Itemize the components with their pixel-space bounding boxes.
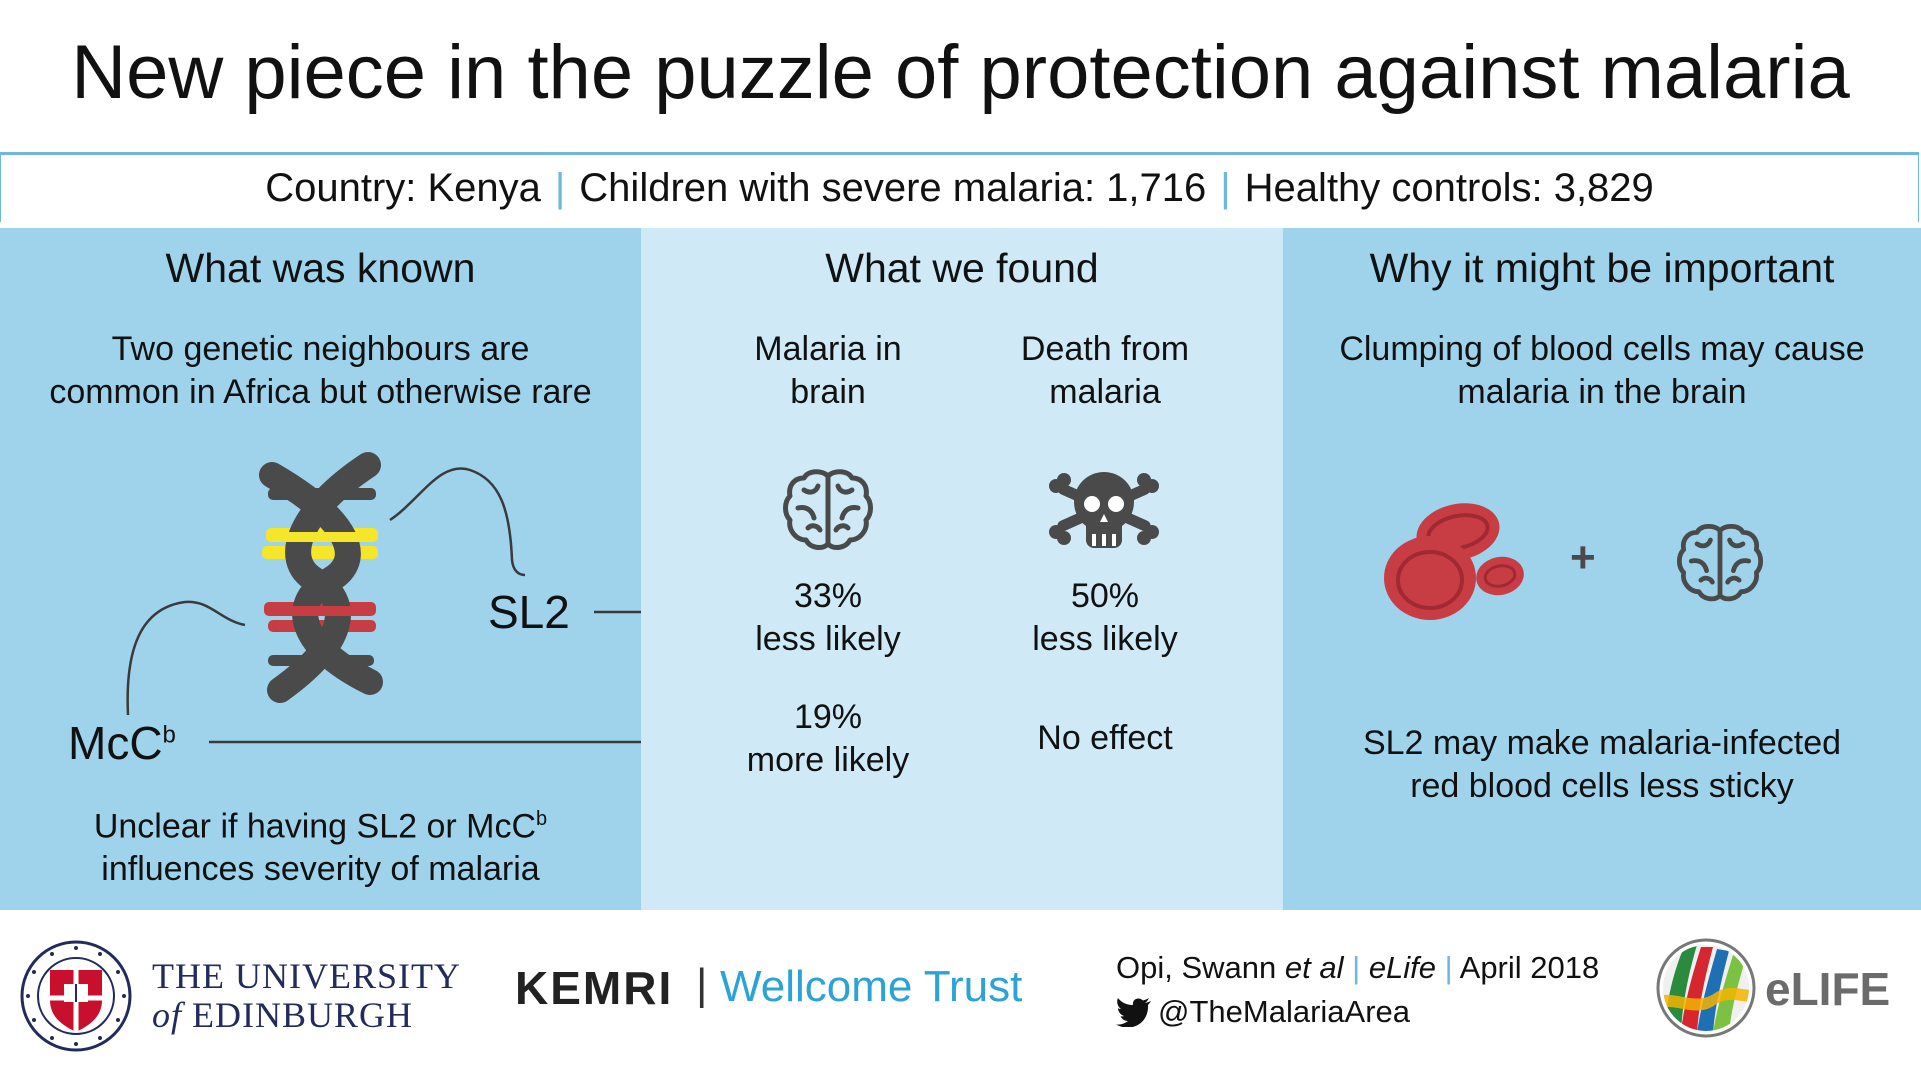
col1-header-line1: Malaria in — [754, 330, 902, 368]
kemri-logo: KEMRI — [515, 962, 674, 1014]
sl2-death-percent: 50% — [1070, 577, 1140, 615]
mcc-brain-percent: 19% — [793, 698, 863, 736]
study-stats-bar: Country: Kenya | Children with severe ma… — [0, 152, 1919, 222]
panel-heading-found: What we found — [825, 245, 1099, 291]
panel-heading-known: What was known — [165, 245, 476, 291]
brain-icon — [1676, 524, 1764, 602]
dna-icon — [259, 452, 383, 703]
dna-diagram — [126, 452, 526, 716]
important-bottom-line2: red blood cells less sticky — [1410, 767, 1794, 805]
mcc-label-text: McC — [68, 717, 163, 769]
edinburgh-crest-icon — [20, 940, 132, 1052]
twitter-handle-text: @TheMalariaArea — [1158, 994, 1411, 1029]
mcc-brain-result: 19% more likely — [688, 696, 968, 782]
known-intro-line2: common in Africa but otherwise rare — [49, 373, 592, 411]
sl2-brain-result: 33% less likely — [688, 575, 968, 661]
plus-sign: + — [1570, 533, 1596, 582]
panel-heading-important: Why it might be important — [1369, 245, 1835, 291]
sl2-brain-percent: 33% — [793, 577, 863, 615]
known-intro-line1: Two genetic neighbours are — [111, 330, 530, 368]
mcc-connector-line — [126, 600, 246, 716]
important-top: Clumping of blood cells may cause malari… — [1283, 328, 1921, 414]
panel-what-we-found — [641, 228, 1283, 910]
skull-crossbones-icon — [1049, 472, 1159, 548]
col2-header-line2: malaria — [1049, 373, 1161, 411]
known-outro-sup: b — [536, 808, 548, 830]
col2-header-line1: Death from — [1020, 330, 1190, 368]
elife-logo-icon — [1656, 938, 1756, 1038]
found-col2-header: Death from malaria — [965, 328, 1245, 414]
citation-separator: | — [1352, 950, 1361, 985]
mcc-brain-direction: more likely — [746, 741, 910, 779]
important-bottom-line1: SL2 may make malaria-infected — [1362, 724, 1842, 762]
university-name-line2: of EDINBURGH — [152, 994, 413, 1036]
mcc-death-result: No effect — [1037, 719, 1173, 757]
col1-header-line2: brain — [790, 373, 866, 411]
known-outro-text: Unclear if having SL2 or McC — [93, 807, 537, 846]
mcc-label-sup: b — [162, 721, 176, 749]
stat-controls: Healthy controls: 3,829 — [1244, 166, 1654, 210]
twitter-icon — [1116, 998, 1151, 1027]
elife-logo-text: eLIFE — [1765, 963, 1891, 1015]
university-edinburgh: EDINBURGH — [192, 995, 414, 1035]
citation-date: April 2018 — [1459, 950, 1600, 985]
citation-separator: | — [1444, 950, 1453, 985]
stat-country: Country: Kenya — [265, 166, 541, 210]
citation-etal: et al — [1284, 950, 1344, 985]
important-bottom: SL2 may make malaria-infected red blood … — [1283, 722, 1921, 808]
sl2-connector-line — [389, 467, 526, 577]
sl2-label: SL2 — [488, 586, 570, 638]
found-col1-header: Malaria in brain — [688, 328, 968, 414]
known-intro: Two genetic neighbours are common in Afr… — [0, 328, 641, 414]
stat-children: Children with severe malaria: 1,716 — [579, 166, 1207, 210]
sl2-death-direction: less likely — [1032, 620, 1178, 658]
wellcome-trust-logo: Wellcome Trust — [720, 962, 1023, 1011]
stat-separator: | — [554, 166, 566, 210]
university-name-line1: THE UNIVERSITY — [152, 956, 461, 996]
important-top-line2: malaria in the brain — [1457, 373, 1747, 411]
university-of: of — [152, 995, 183, 1035]
sl2-brain-direction: less likely — [755, 620, 901, 658]
brain-icon — [783, 469, 873, 550]
logo-separator: | — [696, 960, 708, 1009]
mcc-label: McCb — [68, 716, 176, 770]
page-title: New piece in the puzzle of protection ag… — [71, 30, 1850, 115]
twitter-handle[interactable]: @TheMalariaArea — [1116, 994, 1410, 1030]
stat-separator: | — [1220, 166, 1231, 210]
important-top-line1: Clumping of blood cells may cause — [1339, 330, 1865, 368]
known-outro-line1: Unclear if having SL2 or McCb — [0, 798, 641, 848]
citation-authors: Opi, Swann — [1116, 950, 1277, 985]
red-blood-cells-icon — [1384, 503, 1524, 620]
known-outro: Unclear if having SL2 or McCb influences… — [0, 798, 641, 891]
known-outro-line2: influences severity of malaria — [101, 850, 540, 889]
citation: Opi, Swann et al | eLife | April 2018 — [1116, 950, 1599, 986]
sl2-death-result: 50% less likely — [965, 575, 1245, 661]
citation-journal: eLife — [1368, 950, 1437, 985]
